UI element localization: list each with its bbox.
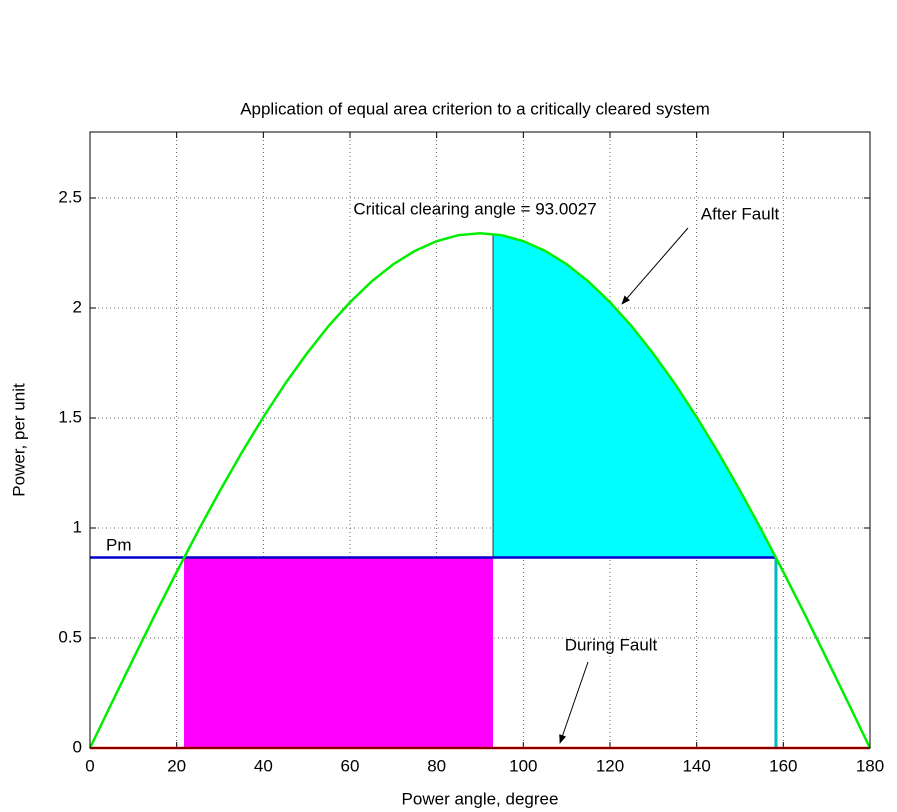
annotation: After Fault <box>701 204 780 223</box>
x-tick-label: 100 <box>509 756 537 775</box>
x-tick-label: 60 <box>341 756 360 775</box>
x-tick-label: 40 <box>254 756 273 775</box>
chart-title: Application of equal area criterion to a… <box>240 99 710 118</box>
annotation: Critical clearing angle = 93.0027 <box>353 199 596 218</box>
x-tick-label: 180 <box>856 756 884 775</box>
x-axis-label: Power angle, degree <box>402 789 559 808</box>
y-tick-label: 0.5 <box>58 627 82 646</box>
x-tick-label: 120 <box>596 756 624 775</box>
y-tick-label: 2 <box>73 297 82 316</box>
plot-frame <box>89 131 871 749</box>
x-tick-label: 20 <box>167 756 186 775</box>
annotation-arrow <box>559 661 589 744</box>
y-tick-label: 2.5 <box>58 187 82 206</box>
annotation: Pm <box>106 535 132 554</box>
x-tick-label: 140 <box>682 756 710 775</box>
y-tick-label: 1.5 <box>58 407 82 426</box>
x-tick-label: 80 <box>427 756 446 775</box>
x-tick-label: 160 <box>769 756 797 775</box>
y-tick-label: 0 <box>73 737 82 756</box>
decelerating-area <box>493 234 776 558</box>
x-tick-label: 0 <box>85 756 94 775</box>
power-curve <box>88 231 872 749</box>
y-axis-label: Power, per unit <box>9 383 28 497</box>
annotation: During Fault <box>565 635 658 654</box>
y-tick-label: 1 <box>73 517 82 536</box>
annotation-arrow <box>621 227 689 305</box>
accelerating-area <box>184 557 494 748</box>
